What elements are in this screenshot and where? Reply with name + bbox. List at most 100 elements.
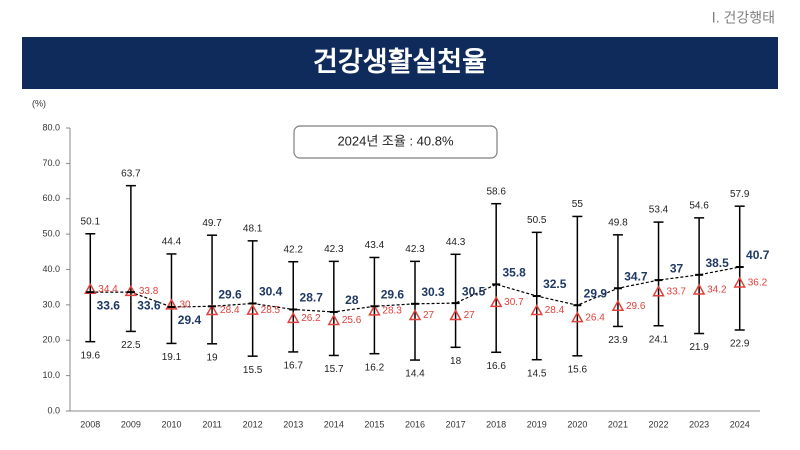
rate-marker [286, 311, 300, 324]
rate-marker [165, 298, 178, 310]
min-label: 16.7 [284, 361, 304, 372]
rate-marker [571, 311, 584, 323]
mean-label: 30.3 [421, 285, 445, 299]
rate-marker [530, 303, 544, 316]
max-label: 48.1 [243, 223, 263, 234]
min-label: 22.9 [730, 339, 750, 350]
rate-marker [611, 299, 625, 312]
min-label: 15.7 [324, 364, 344, 375]
mean-label: 33.6 [97, 298, 121, 312]
max-label: 49.8 [608, 217, 628, 228]
max-label: 57.9 [730, 189, 750, 200]
mean-label: 32.5 [543, 277, 567, 291]
mean-label: 28.7 [300, 291, 324, 305]
x-tick-label: 2016 [405, 419, 425, 429]
max-label: 42.3 [405, 244, 425, 255]
max-label: 50.5 [527, 215, 547, 226]
rate-label: 30 [179, 300, 191, 311]
rate-marker [246, 303, 259, 315]
x-tick-label: 2024 [730, 419, 750, 429]
x-tick-label: 2013 [283, 419, 303, 429]
rate-marker [489, 295, 503, 308]
x-tick-label: 2011 [202, 419, 221, 429]
rate-label: 29.6 [626, 301, 646, 312]
rate-label: 28.4 [545, 305, 565, 316]
y-tick-label: 20.0 [42, 335, 60, 345]
annotation: 2024년 조율 : 40.8% [337, 133, 454, 148]
title-bar [22, 37, 778, 89]
rate-label: 25.6 [342, 315, 362, 326]
min-label: 19.1 [162, 352, 182, 363]
mean-label: 29.6 [381, 287, 405, 301]
rate-label: 30.7 [504, 297, 524, 308]
rate-marker [733, 276, 746, 288]
min-label: 24.1 [649, 334, 669, 345]
annotation-box [293, 125, 498, 159]
max-label: 54.6 [689, 200, 709, 211]
rate-marker [449, 308, 462, 321]
rate-label: 28.4 [220, 305, 240, 316]
x-tick-label: 2009 [121, 419, 141, 429]
rate-marker [327, 313, 341, 326]
x-tick-label: 2015 [364, 419, 384, 429]
rate-label: 33.8 [139, 286, 159, 297]
rate-marker [205, 303, 219, 316]
mean-label: 34.7 [624, 269, 648, 283]
x-tick-label: 2023 [689, 419, 709, 429]
min-label: 23.9 [608, 335, 628, 346]
mean-label: 28 [345, 293, 359, 307]
rate-label: 27 [464, 310, 476, 321]
mean-label: 29.6 [218, 287, 242, 301]
rate-marker [84, 282, 97, 295]
min-label: 14.5 [527, 368, 547, 379]
y-tick-label: 0.0 [47, 405, 60, 415]
min-label: 18 [450, 356, 462, 367]
page-title: 건강생활실천율 [313, 47, 487, 77]
y-tick-label: 40.0 [42, 264, 60, 274]
mean-label: 40.7 [746, 248, 770, 262]
rate-label: 26.4 [585, 312, 605, 323]
rate-label: 28.3 [382, 306, 402, 317]
rate-marker [652, 285, 665, 297]
rate-label: 28.5 [261, 305, 281, 316]
max-label: 55 [572, 199, 584, 210]
rate-label: 36.2 [748, 278, 768, 289]
max-label: 49.7 [202, 218, 222, 229]
rate-label: 27 [423, 310, 435, 321]
y-tick-label: 50.0 [42, 229, 60, 239]
min-label: 22.5 [121, 340, 141, 351]
x-tick-label: 2008 [80, 419, 100, 429]
x-tick-label: 2010 [161, 419, 181, 429]
x-tick-label: 2017 [446, 419, 466, 429]
mean-label: 38.5 [705, 256, 729, 270]
section-label: Ⅰ. 건강행태 [712, 10, 775, 26]
max-label: 44.4 [162, 237, 182, 248]
max-label: 42.3 [324, 244, 344, 255]
x-tick-label: 2019 [527, 419, 547, 429]
rate-label: 34.4 [98, 284, 118, 295]
min-label: 16.6 [486, 361, 506, 372]
max-label: 50.1 [81, 216, 101, 227]
max-label: 43.4 [365, 240, 385, 251]
y-tick-label: 80.0 [42, 122, 60, 132]
mean-label: 35.8 [502, 266, 526, 280]
max-label: 42.2 [284, 244, 304, 255]
y-tick-label: 10.0 [42, 370, 60, 380]
max-label: 53.4 [649, 205, 669, 216]
rate-label: 26.2 [301, 313, 321, 324]
rate-marker [692, 283, 706, 295]
mean-label: 29.4 [178, 313, 202, 327]
x-tick-label: 2022 [649, 419, 669, 429]
rate-label: 34.2 [707, 285, 727, 296]
min-label: 14.4 [405, 369, 425, 380]
min-label: 15.6 [568, 364, 588, 375]
rate-marker [368, 304, 381, 316]
min-label: 21.9 [689, 342, 709, 353]
x-tick-label: 2020 [567, 419, 587, 429]
rate-marker [124, 284, 138, 297]
x-tick-label: 2018 [486, 419, 506, 429]
rate-marker [408, 308, 422, 321]
max-label: 63.7 [121, 168, 141, 179]
mean-label: 30.5 [462, 284, 486, 298]
